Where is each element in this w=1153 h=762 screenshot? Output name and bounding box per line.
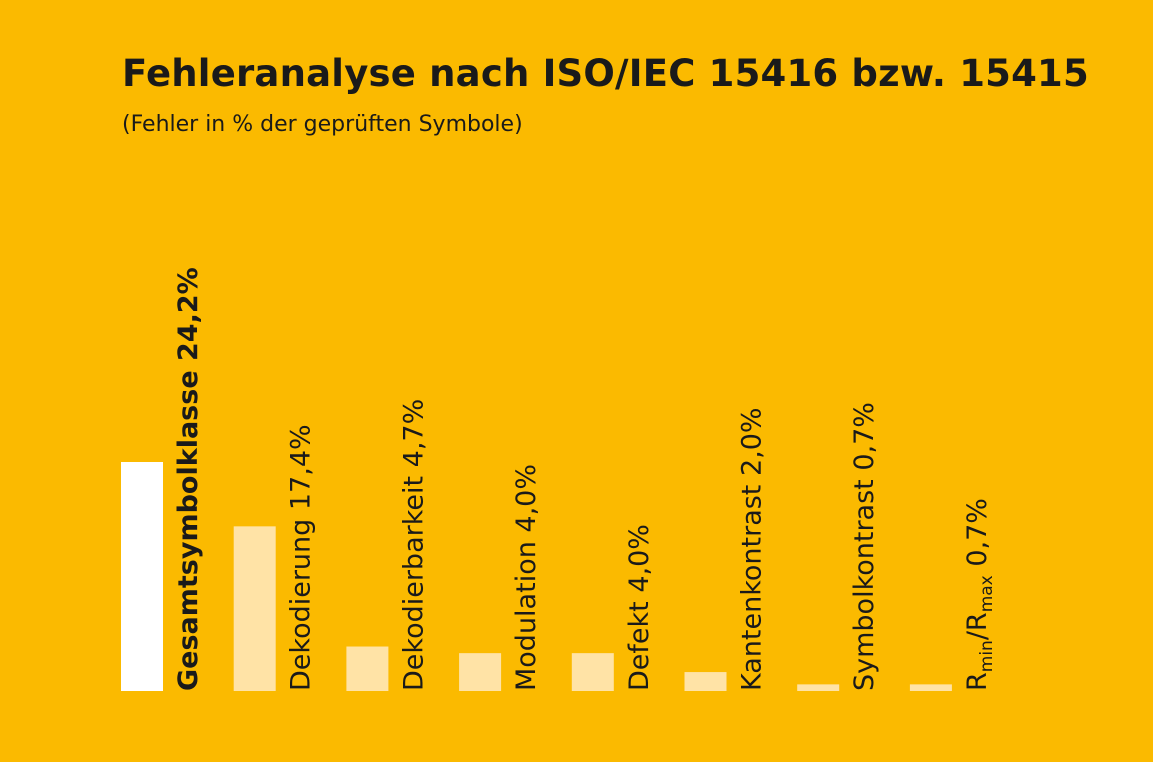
bar-defekt [571,653,614,691]
bar-label-defekt: Defekt 4,0% [624,524,655,691]
bar-label-symbolkontrast: Symbolkontrast 0,7% [849,402,880,691]
chart-subtitle: (Fehler in % der geprüften Symbole) [122,112,523,137]
bar-dekodierbarkeit [346,646,389,691]
bar-label-gesamtsymbolklasse: Gesamtsymbolklasse 24,2% [173,267,204,691]
bar-label-rmin-rmax: Rmin/Rmax 0,7% [962,498,997,691]
bar-label-dekodierung: Dekodierung 17,4% [286,424,317,691]
bar-rmin-rmax [909,684,952,691]
bar-gesamtsymbolklasse [121,462,163,691]
chart-title: Fehleranalyse nach ISO/IEC 15416 bzw. 15… [122,52,1089,95]
bar-modulation [459,653,502,691]
bar-kantenkontrast [684,672,727,691]
bar-symbolkontrast [797,684,840,691]
bar-label-modulation: Modulation 4,0% [511,464,542,691]
bar-label-dekodierbarkeit: Dekodierbarkeit 4,7% [398,399,429,691]
bar-label-kantenkontrast: Kantenkontrast 2,0% [737,407,768,691]
bar-dekodierung [233,526,276,691]
